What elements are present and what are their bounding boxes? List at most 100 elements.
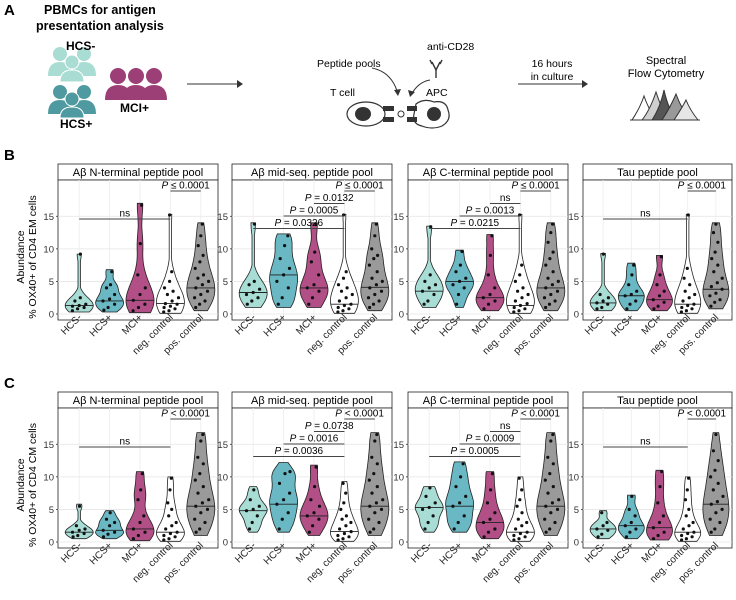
p-symbol: P <box>335 181 342 192</box>
p-symbol: P <box>305 421 312 432</box>
data-point <box>548 472 552 476</box>
data-point <box>101 528 105 532</box>
chart-title: Aβ mid-seq. peptide pool <box>251 395 373 407</box>
violin-body <box>445 461 475 533</box>
data-point <box>339 507 343 511</box>
data-point <box>367 517 371 521</box>
group-label-hcs-neg: HCS- <box>66 39 95 53</box>
significance-bracket: P = 0.0215 <box>429 218 521 229</box>
data-point <box>104 517 109 521</box>
data-point <box>205 507 210 511</box>
data-point <box>342 531 346 536</box>
p-value-label: P = 0.0215 <box>450 218 499 229</box>
violin-hcs- <box>589 510 617 540</box>
data-point <box>282 273 286 277</box>
data-point <box>341 537 345 541</box>
data-point <box>194 305 198 310</box>
data-point <box>549 511 553 515</box>
data-point <box>488 253 492 257</box>
violin-hcs- <box>95 510 125 540</box>
data-point <box>113 530 117 534</box>
group-label-hcs-pos: HCS+ <box>60 117 92 131</box>
significance-bracket: P = 0.0132 <box>305 193 354 204</box>
data-point <box>433 501 437 505</box>
data-point <box>691 520 695 525</box>
data-point <box>196 491 200 495</box>
data-point <box>709 285 714 289</box>
data-point <box>201 273 206 277</box>
y-tick-label: 15 <box>568 440 579 451</box>
data-point <box>456 520 460 525</box>
arrow-to-cytometry <box>518 80 588 88</box>
data-point <box>711 449 716 453</box>
violin-hcs- <box>95 269 125 313</box>
data-point <box>370 455 374 459</box>
peptide-arrowhead <box>394 89 401 96</box>
p-value: = 0.0016 <box>296 434 338 445</box>
data-point <box>683 498 688 502</box>
data-point <box>520 524 524 528</box>
data-point <box>305 514 309 518</box>
significance-bracket: P = 0.0005 <box>429 446 521 457</box>
data-point <box>77 528 81 532</box>
data-point <box>201 485 205 489</box>
significance-bracket: ns <box>603 209 688 220</box>
data-point <box>136 305 141 310</box>
p-value-label: P = 0.0013 <box>466 206 515 217</box>
data-point <box>428 273 432 277</box>
data-point <box>312 511 316 515</box>
data-point <box>455 302 459 306</box>
data-point <box>557 498 561 502</box>
y-tick-label: 10 <box>43 472 54 483</box>
chart-row-b: Abundance% OX40+ of CD4 EM cells Aβ N-ter… <box>15 163 733 357</box>
data-point <box>721 494 725 498</box>
culture-label-line1: 16 hours <box>532 58 573 70</box>
p-value-label: P ≤ 0.0001 <box>161 181 210 192</box>
data-point <box>199 234 203 238</box>
data-point <box>138 292 142 297</box>
data-point <box>198 472 202 476</box>
data-point <box>193 517 197 521</box>
data-point <box>276 302 280 306</box>
data-point <box>427 505 431 510</box>
p-value: ≤ 0.0001 <box>168 181 210 192</box>
violin-body <box>269 233 298 308</box>
data-point <box>76 307 80 311</box>
violin-neg-control <box>155 476 185 542</box>
p-value-label: P = 0.0036 <box>274 446 323 457</box>
data-point <box>309 260 313 264</box>
violin-pos-control <box>360 432 390 536</box>
flow-label-line2: Flow Cytometry <box>628 68 705 80</box>
violin-body <box>536 222 566 312</box>
data-point <box>108 283 113 287</box>
y-axis-label-line1: Abundance <box>15 458 27 511</box>
data-point <box>251 507 255 511</box>
data-point <box>205 289 210 293</box>
y-tick-label: 10 <box>393 472 404 483</box>
data-point <box>101 299 105 303</box>
data-point <box>633 514 637 518</box>
data-point <box>651 537 656 541</box>
data-point <box>628 530 632 534</box>
data-point <box>521 286 525 290</box>
data-point <box>549 292 553 297</box>
data-point <box>317 273 321 277</box>
violin-hcs- <box>589 252 617 312</box>
data-point <box>512 538 516 542</box>
data-point <box>547 302 552 306</box>
data-point <box>140 472 144 476</box>
data-point <box>481 520 486 525</box>
data-point <box>194 286 198 290</box>
y-tick-label: 15 <box>43 212 54 223</box>
data-point <box>336 538 340 542</box>
data-point <box>680 533 684 538</box>
chart-title: Tau peptide pool <box>617 167 698 179</box>
data-point <box>367 263 371 267</box>
data-point <box>714 291 718 295</box>
data-point <box>423 279 427 283</box>
violin-hcs- <box>617 262 645 312</box>
data-point <box>714 432 718 437</box>
data-point <box>489 488 493 492</box>
